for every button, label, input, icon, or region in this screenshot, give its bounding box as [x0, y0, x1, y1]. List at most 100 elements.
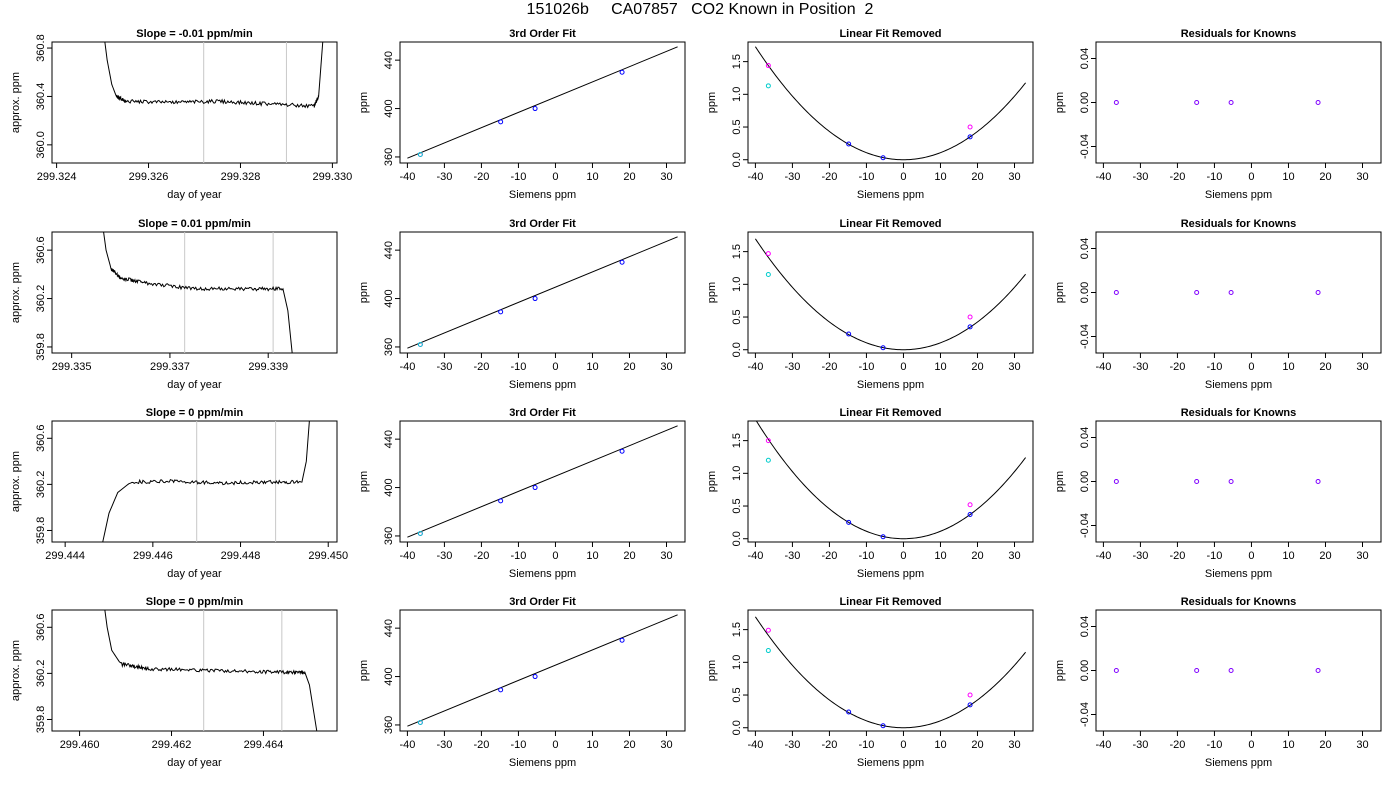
- x-tick-label: -40: [747, 171, 763, 183]
- data-point: [498, 119, 504, 125]
- axes-frame: [51, 41, 338, 164]
- x-tick-label: 30: [660, 739, 672, 751]
- plot-area: [754, 46, 1026, 161]
- panel-15: Linear Fit Removed -40 -30 -20 -10 0 10 20 30 0.0…: [706, 596, 1034, 769]
- x-tick-label: 10: [1282, 550, 1294, 562]
- x-tick-label: 20: [623, 171, 635, 183]
- plot-area: [1113, 290, 1321, 295]
- y-tick-label: 1.5: [731, 433, 743, 448]
- axes-frame: [399, 420, 686, 543]
- y-tick-label: 0.04: [1079, 48, 1091, 69]
- data-point: [765, 63, 771, 69]
- y-tick-label: 400: [383, 667, 395, 685]
- y-axis-label: ppm: [1054, 660, 1066, 681]
- data-point: [765, 648, 771, 654]
- y-tick-label: 360.6: [35, 236, 47, 264]
- x-tick-label: 0: [1248, 739, 1254, 751]
- panel-title: 3rd Order Fit: [509, 218, 576, 230]
- x-tick-label: 0: [552, 550, 558, 562]
- x-tick-label: -20: [1169, 739, 1185, 751]
- x-axis-label: Siemens ppm: [509, 379, 576, 391]
- x-tick-label: -40: [747, 550, 763, 562]
- panel-3: Linear Fit Removed -40 -30 -20 -10 0 10 20 30 0.0…: [706, 28, 1034, 201]
- data-point: [967, 502, 973, 508]
- y-tick-label: -0.04: [1079, 134, 1091, 159]
- plot-area: [754, 238, 1026, 351]
- y-axis-label: ppm: [358, 92, 370, 113]
- y-tick-label: 440: [383, 430, 395, 448]
- axes-frame: [1095, 609, 1382, 732]
- x-tick-label: -10: [858, 550, 874, 562]
- x-tick-label: 30: [1356, 361, 1368, 373]
- x-tick-label: 20: [623, 739, 635, 751]
- data-point: [1113, 290, 1119, 295]
- x-tick-label: -40: [1095, 171, 1111, 183]
- data-point: [619, 259, 625, 265]
- data-point: [532, 106, 538, 112]
- panel-title: 3rd Order Fit: [509, 407, 576, 419]
- data-point: [967, 512, 973, 518]
- y-tick-label: 359.8: [35, 333, 47, 361]
- x-tick-label: 10: [934, 739, 946, 751]
- data-point: [880, 534, 886, 540]
- data-point: [880, 723, 886, 729]
- y-tick-label: -0.04: [1079, 513, 1091, 538]
- y-axis-label: ppm: [358, 471, 370, 492]
- page-title: 151026b CA07857 CO2 Known in Position 2: [526, 1, 874, 18]
- data-point: [532, 296, 538, 302]
- axes-frame: [51, 231, 338, 354]
- panel-1: Slope = -0.01 ppm/min 299.324 299.326 299.3…: [10, 28, 353, 201]
- y-tick-label: 1.5: [731, 244, 743, 259]
- y-axis-label: ppm: [706, 660, 718, 681]
- x-tick-label: -30: [784, 171, 800, 183]
- x-axis-label: Siemens ppm: [857, 189, 924, 201]
- data-point: [967, 124, 973, 130]
- x-tick-label: 30: [660, 550, 672, 562]
- y-tick-label: 1.5: [731, 54, 743, 69]
- x-tick-label: 20: [971, 361, 983, 373]
- data-point: [1194, 290, 1200, 295]
- x-tick-label: -10: [1206, 550, 1222, 562]
- data-point: [532, 485, 538, 491]
- data-point: [498, 687, 504, 693]
- x-tick-label: 10: [934, 361, 946, 373]
- y-tick-label: 400: [383, 478, 395, 496]
- x-tick-label: 299.330: [313, 171, 353, 183]
- x-tick-label: 299.464: [244, 739, 284, 751]
- data-point: [1228, 290, 1234, 295]
- x-tick-label: 30: [1008, 361, 1020, 373]
- axes-frame: [1095, 231, 1382, 354]
- series-line: [102, 421, 310, 542]
- x-tick-label: -30: [1132, 550, 1148, 562]
- panel-8: Residuals for Knowns -40 -30 -20 -10 0 10 20 30 -…: [1054, 218, 1382, 391]
- x-axis-label: Siemens ppm: [509, 757, 576, 769]
- panel-title: Residuals for Knowns: [1181, 28, 1297, 40]
- axes-frame: [51, 420, 338, 543]
- data-point: [417, 720, 423, 726]
- panel-2: 3rd Order Fit -40 -30 -20 -10 0 10 20 30 360 400 44…: [358, 28, 686, 201]
- panel-7: Linear Fit Removed -40 -30 -20 -10 0 10 20 30 0.0…: [706, 218, 1034, 391]
- x-tick-label: 299.450: [308, 550, 348, 562]
- x-tick-label: -20: [473, 550, 489, 562]
- data-point: [765, 251, 771, 257]
- panel-14: 3rd Order Fit -40 -30 -20 -10 0 10 20 30 360 400 44…: [358, 596, 686, 769]
- x-tick-label: -40: [747, 361, 763, 373]
- x-tick-label: 10: [934, 171, 946, 183]
- x-tick-label: -40: [399, 550, 415, 562]
- x-tick-label: -30: [784, 550, 800, 562]
- x-tick-label: -10: [858, 361, 874, 373]
- x-axis-label: Siemens ppm: [1205, 568, 1272, 580]
- data-point: [1315, 100, 1321, 105]
- x-tick-label: 10: [1282, 361, 1294, 373]
- y-axis-label: approx. ppm: [10, 640, 22, 701]
- y-axis-label: ppm: [706, 92, 718, 113]
- x-tick-label: -20: [821, 171, 837, 183]
- data-point: [1315, 668, 1321, 673]
- axes-frame: [747, 420, 1034, 543]
- data-point: [1113, 100, 1119, 105]
- x-tick-label: -30: [436, 550, 452, 562]
- x-axis-label: Siemens ppm: [857, 379, 924, 391]
- x-tick-label: 30: [1008, 171, 1020, 183]
- panel-title: Slope = 0 ppm/min: [146, 407, 244, 419]
- x-tick-label: 20: [1319, 550, 1331, 562]
